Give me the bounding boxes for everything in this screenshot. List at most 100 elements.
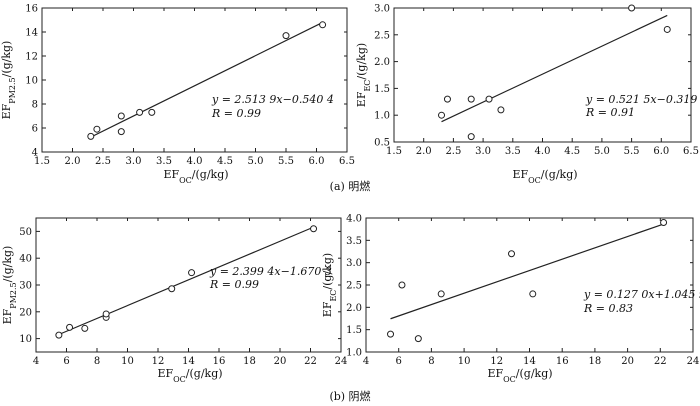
- data-point: [87, 132, 95, 140]
- data-point: [319, 21, 327, 29]
- data-point: [438, 111, 446, 119]
- y-tick-label: 12: [25, 52, 38, 63]
- y-tick-label: 1.0: [374, 111, 390, 122]
- x-tick-label: 6.0: [309, 156, 325, 167]
- y-axis-label: EFEC/(g/kg): [355, 43, 372, 107]
- plot-frame: [393, 7, 692, 143]
- chart-panel-1: 1.5 2.0 2.5 3.0 3.5 4.0 4.5 5.0 5.5 6.0 6.5 4 6 8 10 12…: [0, 4, 355, 185]
- x-tick-label: 22: [654, 356, 667, 367]
- data-point: [529, 290, 537, 298]
- x-tick-label: 5.5: [278, 156, 294, 167]
- y-axis-label: EFEC/(g/kg): [321, 253, 338, 317]
- fit-line: [58, 226, 314, 336]
- data-point: [663, 25, 671, 33]
- x-tick-label: 6: [396, 356, 402, 367]
- regression-equation: y = 2.513 9x−0.540 4: [211, 93, 334, 106]
- x-axis-label: EFOC/(g/kg): [512, 168, 577, 185]
- chart-panel-3: 4 6 8 10 12 14 16 18 20 22 24 10 20 30 40 50 y = 2.399 4…: [1, 217, 348, 384]
- y-tick-label: 2.5: [346, 281, 362, 292]
- data-point: [282, 32, 290, 40]
- y-tick-label: 16: [25, 4, 38, 15]
- regression-equation: y = 0.521 5x−0.319 7: [585, 93, 700, 106]
- x-tick-label: 10: [458, 356, 471, 367]
- y-tick-label: 8: [32, 100, 38, 111]
- x-tick-label: 4.0: [535, 146, 551, 157]
- x-tick-label: 16: [556, 356, 569, 367]
- caption-top: (a) 明燃: [330, 179, 371, 193]
- x-tick-label: 3.0: [126, 156, 142, 167]
- correlation-r: R = 0.99: [209, 278, 259, 291]
- x-tick-label: 6.0: [653, 146, 669, 157]
- x-tick-label: 4: [33, 356, 39, 367]
- x-tick-label: 10: [121, 356, 134, 367]
- x-tick-label: 18: [589, 356, 602, 367]
- y-axis-label: EFPM2.5/(g/kg): [1, 246, 18, 325]
- x-tick-label: 24: [335, 356, 348, 367]
- x-tick-label: 1.5: [386, 146, 402, 157]
- data-point: [310, 225, 318, 233]
- correlation-r: R = 0.91: [585, 106, 635, 119]
- y-tick-label: 1.0: [346, 348, 362, 359]
- x-tick-label: 12: [490, 356, 503, 367]
- x-tick-label: 5.0: [248, 156, 264, 167]
- data-point: [437, 290, 445, 298]
- plot-frame: [41, 7, 348, 153]
- x-tick-label: 6.5: [683, 146, 699, 157]
- data-point: [102, 310, 110, 318]
- plot-frame: [35, 217, 342, 353]
- data-point: [136, 108, 144, 116]
- data-point: [485, 95, 493, 103]
- y-tick-label: 10: [19, 334, 32, 345]
- x-tick-label: 4.5: [217, 156, 233, 167]
- y-tick-label: 6: [32, 124, 38, 135]
- x-tick-label: 18: [243, 356, 256, 367]
- y-tick-label: 30: [19, 281, 32, 292]
- data-point: [55, 331, 63, 339]
- y-tick-label: 2.0: [346, 303, 362, 314]
- y-tick-label: 10: [25, 76, 38, 87]
- y-tick-label: 50: [19, 227, 32, 238]
- data-point: [414, 335, 422, 343]
- x-tick-label: 20: [274, 356, 287, 367]
- regression-equation: y = 2.399 4x−1.670 3: [209, 265, 332, 278]
- data-point: [387, 330, 395, 338]
- x-tick-label: 5.5: [624, 146, 640, 157]
- x-tick-label: 3.5: [505, 146, 521, 157]
- y-tick-label: 3.0: [346, 258, 362, 269]
- y-tick-label: 3.0: [374, 4, 390, 15]
- y-tick-label: 1.5: [374, 84, 390, 95]
- data-point: [66, 323, 74, 331]
- x-tick-label: 14: [182, 356, 195, 367]
- data-point: [467, 133, 475, 141]
- x-tick-label: 16: [213, 356, 226, 367]
- data-point: [148, 108, 156, 116]
- x-tick-label: 5.0: [594, 146, 610, 157]
- y-tick-label: 14: [25, 28, 38, 39]
- charts-group: 1.5 2.0 2.5 3.0 3.5 4.0 4.5 5.0 5.5 6.0 6.5 4 6 8 10 12…: [0, 4, 700, 384]
- x-tick-label: 8: [428, 356, 434, 367]
- plot-frame: [365, 217, 694, 353]
- x-tick-label: 8: [94, 356, 100, 367]
- data-point: [467, 95, 475, 103]
- data-point: [81, 324, 89, 332]
- y-tick-label: 0.5: [374, 138, 390, 149]
- x-tick-label: 14: [523, 356, 536, 367]
- x-tick-label: 24: [687, 356, 700, 367]
- data-point: [660, 218, 668, 226]
- y-tick-label: 4.0: [346, 214, 362, 225]
- y-tick-label: 1.5: [346, 325, 362, 336]
- data-point: [188, 269, 196, 277]
- correlation-r: R = 0.99: [211, 107, 261, 120]
- x-tick-label: 2.0: [416, 146, 432, 157]
- x-tick-label: 20: [621, 356, 634, 367]
- data-point: [628, 4, 636, 12]
- y-tick-label: 20: [19, 307, 32, 318]
- fit-line: [441, 14, 668, 123]
- x-axis-label: EFOC/(g/kg): [157, 367, 222, 384]
- x-tick-label: 6: [63, 356, 69, 367]
- x-tick-label: 3.5: [156, 156, 172, 167]
- chart-panel-4: 4 6 8 10 12 14 16 18 20 22 241.01.52.02.53.03.54.0…: [321, 214, 700, 384]
- x-tick-label: 3.0: [475, 146, 491, 157]
- x-tick-label: 2.0: [65, 156, 81, 167]
- x-tick-label: 4.5: [564, 146, 580, 157]
